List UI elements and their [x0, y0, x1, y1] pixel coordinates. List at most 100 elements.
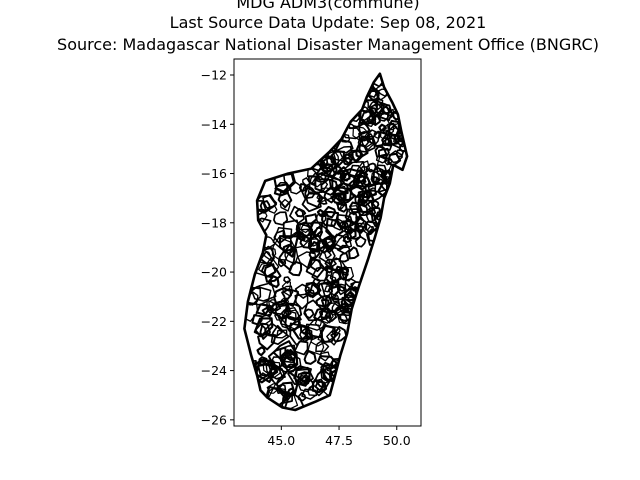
commune-boundary	[276, 329, 288, 339]
commune-boundary	[307, 336, 325, 356]
commune-boundary	[257, 332, 277, 351]
commune-boundary	[303, 299, 324, 322]
commune-boundary	[277, 309, 297, 330]
commune-boundary	[299, 376, 310, 387]
commune-boundary	[265, 362, 277, 375]
commune-boundary	[330, 325, 348, 343]
commune-boundary	[331, 326, 341, 337]
commune-boundary	[324, 265, 334, 274]
commune-boundary	[323, 238, 336, 249]
commune-boundary	[343, 225, 353, 234]
commune-boundary	[375, 155, 388, 164]
commune-boundary	[313, 226, 324, 238]
commune-boundary	[352, 174, 372, 191]
commune-boundary	[378, 123, 387, 132]
commune-boundary	[354, 235, 367, 248]
commune-boundary	[299, 372, 311, 384]
commune-boundary	[337, 166, 350, 178]
commune-boundary	[287, 365, 312, 385]
commune-boundary	[294, 283, 310, 299]
commune-boundary	[268, 366, 286, 380]
commune-boundary	[302, 177, 311, 187]
commune-boundary	[320, 178, 339, 196]
commune-boundary	[387, 150, 403, 164]
y-tick-label: −22	[201, 314, 227, 329]
commune-boundary	[330, 285, 347, 301]
commune-boundary	[366, 114, 377, 126]
commune-boundary	[325, 217, 345, 239]
y-tick-label: −20	[201, 265, 227, 280]
commune-boundary	[304, 213, 318, 225]
commune-boundary	[260, 263, 277, 278]
commune-boundary	[355, 144, 369, 159]
commune-boundary	[278, 235, 299, 258]
commune-boundary	[301, 185, 317, 200]
commune-boundary	[262, 193, 278, 209]
commune-boundary	[337, 267, 349, 281]
commune-boundary	[279, 198, 291, 212]
commune-boundary	[346, 212, 359, 224]
y-tick-label: −26	[201, 412, 227, 427]
commune-boundary	[273, 211, 289, 226]
commune-boundary	[319, 156, 336, 170]
commune-boundary	[334, 138, 354, 154]
commune-boundary	[279, 344, 296, 364]
commune-boundary	[267, 275, 280, 289]
commune-boundary	[268, 299, 278, 307]
commune-boundary	[288, 260, 303, 277]
commune-boundary	[368, 206, 377, 215]
commune-boundary	[336, 202, 348, 213]
commune-boundary	[282, 285, 294, 297]
commune-boundary	[338, 187, 357, 204]
y-tick-label: −18	[201, 215, 227, 230]
commune-boundary	[305, 256, 326, 279]
commune-boundaries	[244, 73, 408, 411]
map-title: MDG ADM3(commune)	[236, 0, 419, 12]
commune-boundary	[335, 192, 345, 203]
commune-boundary	[283, 173, 297, 189]
commune-boundary	[263, 263, 282, 283]
x-axis: 45.0 47.5 50.0	[267, 426, 411, 448]
commune-boundary	[366, 133, 373, 141]
commune-boundary	[297, 251, 317, 270]
commune-boundary	[277, 189, 293, 209]
y-tick-label: −12	[201, 68, 227, 83]
commune-boundary	[374, 98, 384, 111]
commune-boundary	[311, 378, 327, 394]
commune-boundary	[320, 281, 339, 299]
commune-boundary	[280, 297, 290, 306]
commune-boundary	[244, 302, 259, 322]
y-tick-label: −16	[201, 166, 227, 181]
commune-boundary	[352, 125, 369, 143]
commune-boundary	[266, 387, 287, 411]
commune-boundary	[284, 302, 303, 322]
commune-boundary	[335, 232, 353, 249]
commune-boundary	[307, 318, 328, 331]
commune-boundary	[282, 390, 293, 404]
commune-boundary	[251, 314, 263, 326]
commune-boundary	[329, 279, 340, 289]
commune-boundary	[270, 324, 290, 346]
map-source: Source: Madagascar National Disaster Man…	[57, 35, 599, 54]
commune-boundary	[282, 243, 294, 255]
commune-boundary	[274, 304, 292, 320]
commune-boundary	[376, 109, 389, 122]
commune-boundary	[303, 349, 317, 365]
commune-boundary	[365, 162, 377, 173]
y-tick-label: −24	[201, 363, 227, 378]
commune-boundary	[274, 181, 291, 194]
commune-boundary	[273, 229, 287, 245]
commune-boundary	[370, 102, 384, 119]
x-tick-label: 47.5	[325, 433, 353, 448]
commune-boundary	[374, 145, 388, 158]
y-axis: −12 −14 −16 −18 −20 −22 −24 −26	[201, 68, 234, 427]
commune-boundary	[367, 189, 377, 198]
commune-boundary	[293, 340, 309, 356]
commune-boundary	[325, 309, 337, 322]
commune-boundary	[346, 149, 364, 164]
commune-boundary	[332, 170, 347, 182]
commune-boundary	[387, 124, 403, 141]
commune-boundary	[253, 358, 279, 384]
commune-boundary	[305, 281, 321, 299]
commune-boundary	[324, 205, 337, 219]
